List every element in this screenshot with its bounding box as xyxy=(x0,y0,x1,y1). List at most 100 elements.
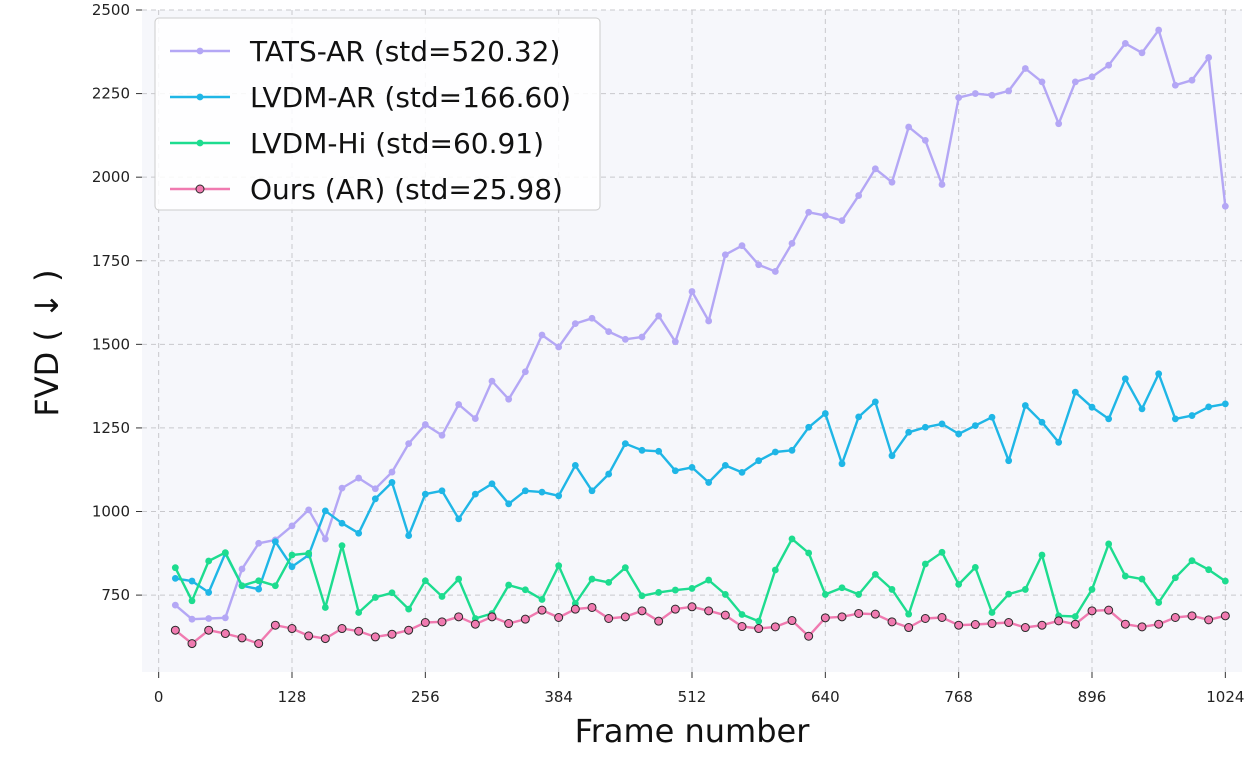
data-point xyxy=(371,495,379,503)
data-point xyxy=(1105,415,1113,423)
data-point xyxy=(288,563,296,571)
x-tick-label: 896 xyxy=(1078,688,1107,706)
data-point xyxy=(270,620,280,630)
data-point xyxy=(855,413,863,421)
data-point xyxy=(1221,577,1229,585)
data-point xyxy=(1005,590,1013,598)
data-point xyxy=(788,535,796,543)
data-point xyxy=(887,617,897,627)
data-point xyxy=(455,575,463,583)
data-point xyxy=(1205,54,1213,61)
data-point xyxy=(571,461,579,469)
data-point xyxy=(255,585,263,593)
data-point xyxy=(821,591,829,598)
data-point xyxy=(621,335,629,343)
data-point xyxy=(988,609,996,616)
y-tick-label: 1250 xyxy=(92,419,130,437)
y-tick-label: 2500 xyxy=(92,1,130,19)
data-point xyxy=(787,616,797,626)
data-point xyxy=(1088,403,1096,411)
data-point xyxy=(755,457,763,465)
data-point xyxy=(1004,618,1014,628)
data-point xyxy=(870,609,880,619)
legend-item: TATS-AR (std=520.32) xyxy=(170,35,560,68)
data-point xyxy=(405,532,413,539)
data-point xyxy=(321,604,329,611)
data-point xyxy=(455,401,463,408)
data-point xyxy=(420,618,430,628)
data-point xyxy=(988,91,996,99)
data-point xyxy=(271,538,279,546)
data-point xyxy=(1005,87,1013,95)
data-point xyxy=(187,639,197,649)
legend-item: Ours (AR) (std=25.98) xyxy=(170,173,563,206)
data-point xyxy=(1055,120,1063,128)
data-point xyxy=(1088,73,1096,81)
data-point xyxy=(305,506,313,514)
data-point xyxy=(205,557,213,565)
data-point xyxy=(370,632,380,642)
data-point xyxy=(570,604,580,614)
data-point xyxy=(670,604,680,614)
data-point xyxy=(604,614,614,624)
data-point xyxy=(938,181,946,188)
data-point xyxy=(1220,611,1230,621)
data-point xyxy=(1138,405,1146,413)
data-point xyxy=(321,507,329,515)
data-point xyxy=(1171,574,1179,582)
data-point xyxy=(904,623,914,633)
x-tick-label: 256 xyxy=(411,688,440,706)
data-point xyxy=(538,331,546,339)
data-point xyxy=(738,468,746,476)
data-point xyxy=(820,613,830,623)
data-point xyxy=(1155,26,1163,34)
data-point xyxy=(1071,78,1079,86)
data-point xyxy=(937,613,947,623)
data-point xyxy=(888,178,896,186)
data-point xyxy=(855,192,863,199)
y-tick-label: 750 xyxy=(101,586,130,604)
data-point xyxy=(471,415,479,422)
data-point xyxy=(605,328,613,336)
data-point xyxy=(555,562,563,570)
data-point xyxy=(1170,613,1180,623)
data-point xyxy=(804,631,814,641)
data-point xyxy=(405,440,413,448)
data-point xyxy=(1138,575,1146,583)
legend-item: LVDM-AR (std=166.60) xyxy=(170,81,571,114)
data-point xyxy=(1120,619,1130,629)
data-point xyxy=(970,620,980,630)
data-point xyxy=(1021,65,1029,72)
data-point xyxy=(371,485,379,493)
data-point xyxy=(838,460,846,468)
data-point xyxy=(170,625,180,635)
data-point xyxy=(438,431,446,439)
data-point xyxy=(755,261,763,269)
data-point xyxy=(971,422,979,429)
data-point xyxy=(470,619,480,629)
series-group xyxy=(170,26,1230,649)
legend-label: Ours (AR) (std=25.98) xyxy=(250,173,563,206)
data-point xyxy=(505,500,513,508)
data-point xyxy=(1205,566,1213,574)
data-point xyxy=(1205,403,1213,411)
data-point xyxy=(805,423,813,431)
data-point xyxy=(771,268,779,275)
data-point xyxy=(438,593,446,600)
data-point xyxy=(971,90,979,97)
data-point xyxy=(1021,402,1029,409)
data-point xyxy=(1105,540,1113,548)
data-point xyxy=(421,577,429,585)
data-point xyxy=(205,589,213,596)
data-point xyxy=(405,605,413,613)
data-point xyxy=(871,398,879,406)
data-point xyxy=(971,563,979,571)
data-point xyxy=(1038,418,1046,426)
data-point xyxy=(905,428,913,436)
data-point xyxy=(587,602,597,612)
data-point xyxy=(988,413,996,421)
series-4 xyxy=(170,602,1230,649)
data-point xyxy=(921,423,929,431)
data-point xyxy=(1171,81,1179,89)
data-point xyxy=(1055,438,1063,446)
